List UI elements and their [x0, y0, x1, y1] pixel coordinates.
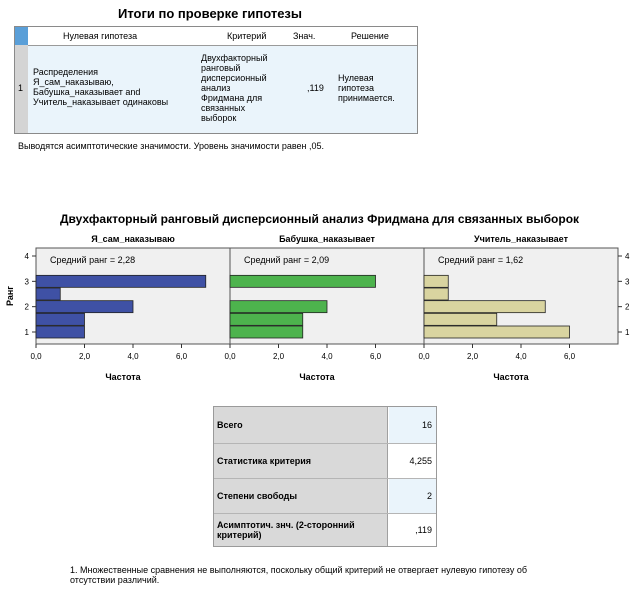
decision-cell: Нулевая гипотеза принимается. [338, 73, 395, 103]
bar [35, 287, 61, 301]
row-value: 16 [389, 407, 436, 443]
hypothesis-summary-table: Нулевая гипотеза Критерий Знач. Решение … [14, 26, 418, 134]
header-accent [15, 27, 28, 45]
bar [229, 325, 304, 339]
row-label: Всего [214, 407, 388, 443]
row-value: ,119 [389, 514, 436, 546]
bar [423, 325, 570, 339]
bar [423, 287, 449, 301]
criterion-cell: Двухфакторный ранговый дисперсионный ана… [201, 53, 268, 123]
hypothesis-summary-title: Итоги по проверке гипотезы [117, 6, 302, 21]
panel-title: Бабушка_наказывает [279, 234, 375, 244]
column-header-criterion: Критерий [227, 31, 267, 41]
row-label: Статистика критерия [214, 444, 388, 478]
x-tick-label: 6,0 [176, 352, 188, 361]
bar [423, 274, 449, 288]
bar [423, 300, 546, 314]
column-header-significance: Знач. [293, 31, 316, 41]
x-axis-label: Частота [299, 372, 335, 382]
row-index: 1 [18, 83, 24, 93]
table-row: Асимптотич. знч. (2-сторонний критерий) … [214, 514, 436, 546]
bar [35, 325, 85, 339]
panel-title: Учитель_наказывает [474, 234, 569, 244]
bar [35, 312, 85, 326]
x-tick-label: 4,0 [127, 352, 139, 361]
y-tick-label-right: 2 [625, 303, 630, 312]
panel-title: Я_сам_наказываю [91, 234, 175, 244]
bar [229, 300, 328, 314]
row-header-column [15, 45, 28, 133]
x-tick-label: 6,0 [370, 352, 382, 361]
friedman-chart: Я_сам_наказываю Средний ранг = 2,28 0,0 2,0… [5, 234, 630, 382]
row-value: 4,255 [389, 444, 436, 478]
footnote: 1. Множественные сравнения не выполняютс… [70, 565, 527, 585]
bar [229, 312, 304, 326]
significance-note: Выводятся асимптотические значимости. Ур… [18, 141, 324, 151]
bar [423, 312, 498, 326]
significance-cell: ,119 [307, 83, 324, 93]
y-tick-label-right: 1 [625, 328, 630, 337]
x-axis-label: Частота [493, 372, 529, 382]
x-tick-label: 0,0 [418, 352, 430, 361]
mean-rank-label: Средний ранг = 2,09 [244, 255, 329, 265]
row-label: Степени свободы [214, 479, 388, 513]
y-tick-label: 4 [25, 252, 30, 261]
bar [35, 274, 207, 288]
bar [35, 300, 134, 314]
null-hypothesis-cell: Распределения Я_сам_наказываю, Бабушка_н… [33, 67, 169, 107]
y-tick-label-right: 3 [625, 277, 630, 286]
y-tick-label-right: 4 [625, 252, 630, 261]
x-tick-label: 2,0 [273, 352, 285, 361]
row-value: 2 [389, 479, 436, 513]
table-row: Степени свободы 2 [214, 479, 436, 514]
chart-title: Двухфакторный ранговый дисперсионный ана… [59, 212, 580, 226]
y-tick-label: 2 [25, 303, 30, 312]
table-row: Статистика критерия 4,255 [214, 444, 436, 479]
x-tick-label: 0,0 [30, 352, 42, 361]
x-tick-label: 2,0 [467, 352, 479, 361]
x-axis-label: Частота [105, 372, 141, 382]
column-header-decision: Решение [351, 31, 389, 41]
x-tick-label: 6,0 [564, 352, 576, 361]
bar [229, 274, 376, 288]
y-tick-label: 1 [25, 328, 30, 337]
mean-rank-label: Средний ранг = 1,62 [438, 255, 523, 265]
table-header [15, 27, 417, 46]
test-statistics-table: Всего 16 Статистика критерия 4,255 Степе… [213, 406, 437, 547]
x-tick-label: 4,0 [321, 352, 333, 361]
column-header-null-hypothesis: Нулевая гипотеза [63, 31, 138, 41]
table-row: Всего 16 [214, 407, 436, 444]
y-axis-label: Ранг [5, 286, 15, 306]
mean-rank-label: Средний ранг = 2,28 [50, 255, 135, 265]
row-label: Асимптотич. знч. (2-сторонний критерий) [214, 514, 388, 546]
x-tick-label: 0,0 [224, 352, 236, 361]
x-tick-label: 4,0 [515, 352, 527, 361]
x-tick-label: 2,0 [79, 352, 91, 361]
y-tick-label: 3 [25, 277, 30, 286]
